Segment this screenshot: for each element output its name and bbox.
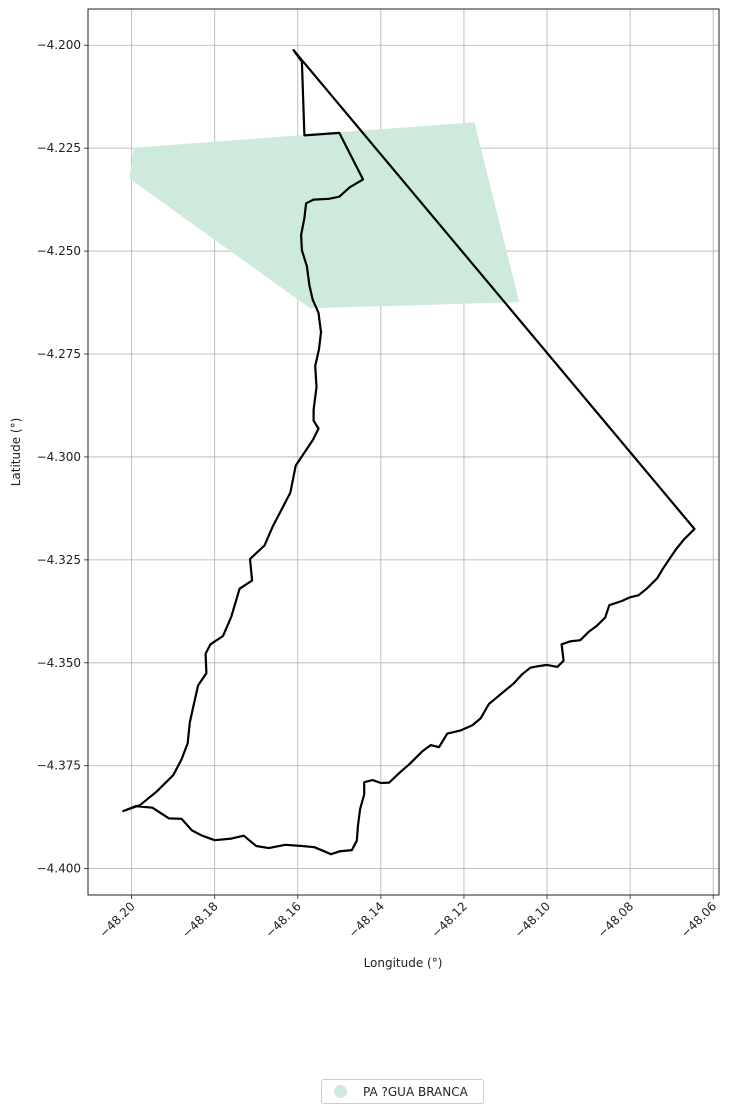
y-tick-label: −4.275 <box>37 347 81 361</box>
y-tick-label: −4.225 <box>37 141 81 155</box>
x-tick-label: −48.10 <box>512 899 553 940</box>
x-tick-label: −48.08 <box>595 899 636 940</box>
filled-area-pa-agua-branca <box>129 122 520 309</box>
x-tick-label: −48.06 <box>678 899 719 940</box>
y-tick-label: −4.350 <box>37 656 81 670</box>
plot-frame <box>87 8 720 896</box>
y-axis-ticks: −4.200 −4.225 −4.250 −4.275 −4.300 −4.325 −4.3… <box>37 38 88 876</box>
y-tick-label: −4.300 <box>37 450 81 464</box>
x-axis-ticks: −48.20 −48.18 −48.16 −48.14 −48.12 −48.10 −48.… <box>96 895 719 941</box>
boundary-line <box>122 49 696 856</box>
x-tick-label: −48.14 <box>346 899 387 940</box>
y-tick-label: −4.325 <box>37 553 81 567</box>
legend-marker <box>334 1085 347 1098</box>
plot-grid <box>88 9 719 895</box>
x-tick-label: −48.12 <box>429 899 470 940</box>
legend-label: PA ?GUA BRANCA <box>363 1084 468 1099</box>
x-tick-label: −48.18 <box>180 899 221 940</box>
x-tick-label: −48.20 <box>96 899 137 940</box>
y-axis-title: Latitude (°) <box>9 418 23 487</box>
y-tick-label: −4.200 <box>37 38 81 52</box>
y-tick-label: −4.375 <box>37 759 81 773</box>
x-tick-label: −48.16 <box>263 899 304 940</box>
y-tick-label: −4.400 <box>37 862 81 876</box>
legend: PA ?GUA BRANCA <box>321 1079 484 1104</box>
x-axis-title: Longitude (°) <box>364 956 443 970</box>
y-tick-label: −4.250 <box>37 244 81 258</box>
